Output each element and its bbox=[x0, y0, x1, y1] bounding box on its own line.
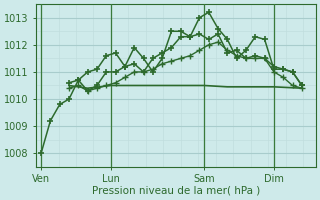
X-axis label: Pression niveau de la mer( hPa ): Pression niveau de la mer( hPa ) bbox=[92, 186, 260, 196]
